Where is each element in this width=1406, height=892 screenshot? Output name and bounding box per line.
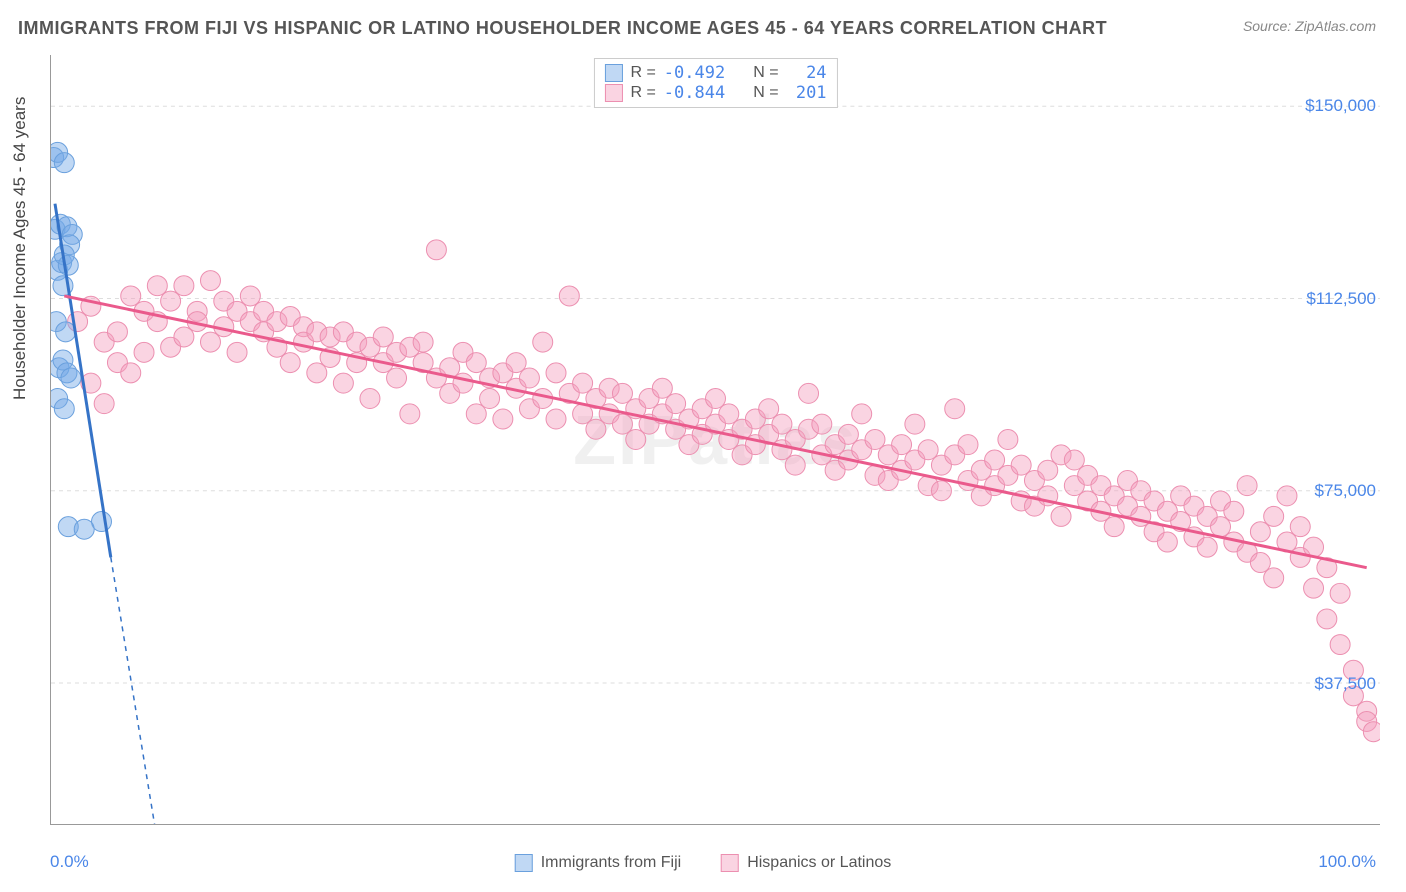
- r-label: R =: [630, 84, 655, 102]
- stats-row-fiji: R = -0.492 N = 24: [604, 63, 826, 83]
- y-tick-label: $75,000: [1315, 481, 1376, 501]
- n-value-fiji: 24: [787, 63, 827, 83]
- stats-row-hisp: R = -0.844 N = 201: [604, 83, 826, 103]
- r-value-hisp: -0.844: [664, 83, 725, 103]
- x-axis-max-label: 100.0%: [1318, 852, 1376, 872]
- n-value-hisp: 201: [787, 83, 827, 103]
- legend-label-fiji: Immigrants from Fiji: [541, 854, 681, 872]
- stats-legend: R = -0.492 N = 24 R = -0.844 N = 201: [593, 58, 837, 108]
- source-label: Source: ZipAtlas.com: [1243, 18, 1376, 34]
- series-legend: Immigrants from Fiji Hispanics or Latino…: [515, 854, 892, 872]
- n-label: N =: [753, 64, 778, 82]
- y-tick-label: $150,000: [1305, 96, 1376, 116]
- swatch-fiji: [604, 64, 622, 82]
- chart-svg: [51, 55, 1380, 824]
- swatch-hisp: [604, 84, 622, 102]
- x-axis-min-label: 0.0%: [50, 852, 89, 872]
- swatch-hisp: [721, 854, 739, 872]
- legend-item-hisp: Hispanics or Latinos: [721, 854, 891, 872]
- n-label: N =: [753, 84, 778, 102]
- r-label: R =: [630, 64, 655, 82]
- chart-title: IMMIGRANTS FROM FIJI VS HISPANIC OR LATI…: [18, 18, 1107, 39]
- swatch-fiji: [515, 854, 533, 872]
- y-tick-label: $37,500: [1315, 674, 1376, 694]
- y-axis-label: Householder Income Ages 45 - 64 years: [10, 97, 30, 400]
- plot-area: ZIPatlas R = -0.492 N = 24 R = -0.844 N …: [50, 55, 1380, 825]
- y-tick-label: $112,500: [1306, 289, 1376, 309]
- r-value-fiji: -0.492: [664, 63, 725, 83]
- legend-label-hisp: Hispanics or Latinos: [747, 854, 891, 872]
- legend-item-fiji: Immigrants from Fiji: [515, 854, 681, 872]
